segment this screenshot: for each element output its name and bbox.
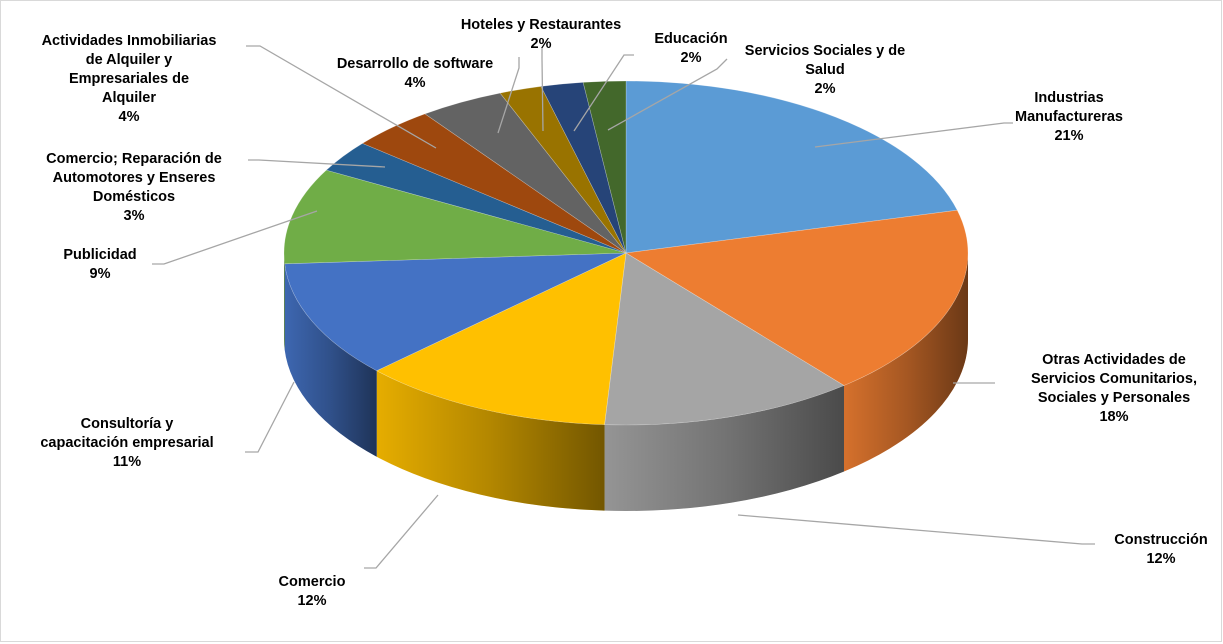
data-label-category: Sociales y Personales xyxy=(1038,390,1190,406)
pie-slice xyxy=(604,252,845,426)
leader-line xyxy=(248,159,386,168)
leader-lines xyxy=(152,45,1095,569)
data-label-category: Alquiler xyxy=(102,90,156,106)
data-label-category: Actividades Inmobiliarias xyxy=(42,33,217,49)
pie-side xyxy=(284,253,968,511)
pie-slice-side-shade xyxy=(376,370,605,511)
leader-line xyxy=(245,381,295,453)
data-label-category: capacitación empresarial xyxy=(40,435,213,451)
data-label-value: 21% xyxy=(1054,128,1083,144)
data-labels: Industrias Manufactureras 21% Otras Activid… xyxy=(40,17,1207,609)
data-label-value: 9% xyxy=(90,266,111,282)
pie-slice xyxy=(376,252,627,425)
data-label-category: Servicios Comunitarios, xyxy=(1031,371,1197,387)
leader-line xyxy=(152,210,318,265)
pie-slice xyxy=(283,169,627,265)
data-label: Publicidad 9% xyxy=(63,247,136,282)
data-label-value: 2% xyxy=(815,81,836,97)
data-label-value: 18% xyxy=(1099,409,1128,425)
data-label: Consultoría y capacitación empresarial 11% xyxy=(40,416,213,470)
data-label-value: 2% xyxy=(681,50,702,66)
pie-slice xyxy=(361,113,627,254)
data-label: Otras Actividades de Servicios Comunitari… xyxy=(1031,352,1197,425)
data-label: Desarrollo de software 4% xyxy=(337,56,493,91)
data-label-category: Comercio; Reparación de xyxy=(46,151,222,167)
leader-line xyxy=(607,58,728,131)
data-label-value: 12% xyxy=(1146,551,1175,567)
leader-line xyxy=(246,45,437,149)
data-label-category: Servicios Sociales y de xyxy=(745,43,905,59)
data-label-category: Empresariales de xyxy=(69,71,189,87)
data-label-category: Comercio xyxy=(279,574,346,590)
pie-slice xyxy=(424,92,627,254)
pie-slice xyxy=(625,80,958,254)
data-label-category: Domésticos xyxy=(93,189,175,205)
leader-line xyxy=(497,57,520,134)
pie-slice xyxy=(325,143,627,254)
data-label-value: 11% xyxy=(113,454,141,470)
data-label: Educación 2% xyxy=(654,31,727,66)
pie-slice xyxy=(499,86,627,254)
pie-slice-side-shade xyxy=(604,385,844,511)
pie-slice xyxy=(582,80,627,254)
leader-line xyxy=(364,494,439,569)
pie-slice-side-shade xyxy=(284,253,285,350)
data-label-category: Construcción xyxy=(1114,532,1207,548)
pie-slice-side-shade xyxy=(843,253,968,472)
pie-slice xyxy=(284,252,627,372)
data-label: Servicios Sociales y de Salud 2% xyxy=(745,43,905,97)
pie-slice-side-shade xyxy=(284,263,377,457)
data-label-category: Hoteles y Restaurantes xyxy=(461,17,621,33)
data-label: Comercio 12% xyxy=(279,574,346,609)
data-label: Hoteles y Restaurantes 2% xyxy=(461,17,621,52)
data-label-value: 4% xyxy=(405,75,426,91)
data-label-category: Salud xyxy=(805,62,844,78)
data-label: Industrias Manufactureras 21% xyxy=(1015,90,1123,144)
data-label-value: 2% xyxy=(531,36,552,52)
pie-top xyxy=(283,80,969,426)
data-label: Comercio; Reparación de Automotores y Ens… xyxy=(46,151,222,224)
data-label-category: de Alquiler y xyxy=(86,52,172,68)
data-label-category: Automotores y Enseres xyxy=(53,170,216,186)
data-label-category: Manufactureras xyxy=(1015,109,1123,125)
data-label-category: Otras Actividades de xyxy=(1042,352,1186,368)
data-label-value: 4% xyxy=(119,109,140,125)
data-label: Actividades Inmobiliarias de Alquiler y Em… xyxy=(42,33,217,125)
leader-line xyxy=(573,54,634,132)
leader-line xyxy=(541,48,544,132)
data-label-category: Educación xyxy=(654,31,727,47)
data-label-category: Desarrollo de software xyxy=(337,56,493,72)
data-label-category: Publicidad xyxy=(63,247,136,263)
pie-slice xyxy=(540,82,627,254)
data-label-category: Industrias xyxy=(1034,90,1103,106)
leader-line xyxy=(814,122,1013,148)
pie-slice xyxy=(625,209,969,386)
data-label-value: 3% xyxy=(124,208,145,224)
leader-line xyxy=(737,514,1095,545)
data-label: Construcción 12% xyxy=(1114,532,1207,567)
data-label-category: Consultoría y xyxy=(81,416,174,432)
data-label-value: 12% xyxy=(297,593,326,609)
